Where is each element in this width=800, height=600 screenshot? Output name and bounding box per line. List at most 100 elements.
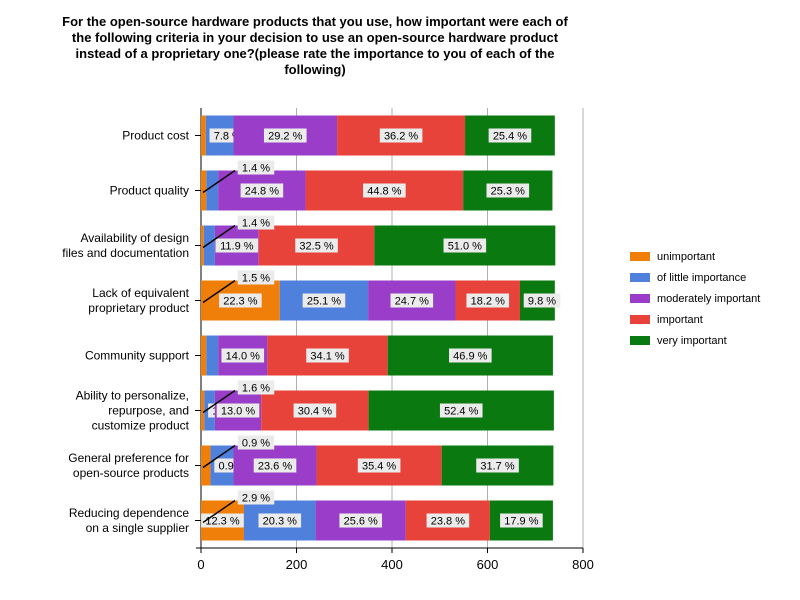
data-label-bg bbox=[500, 513, 543, 528]
data-label-bg bbox=[306, 348, 349, 363]
data-label: 23.6 % bbox=[258, 461, 292, 473]
data-label-bg bbox=[339, 513, 383, 528]
leader-label-bg bbox=[237, 270, 275, 285]
leader-line bbox=[202, 444, 236, 469]
data-label-bg bbox=[219, 293, 262, 308]
data-label: 22.3 % bbox=[223, 296, 257, 308]
data-label: 25.3 % bbox=[491, 186, 525, 198]
legend-swatch bbox=[630, 315, 650, 324]
category-label: Product quality bbox=[110, 184, 189, 198]
x-tick-label: 600 bbox=[477, 557, 499, 572]
data-label: 44.8 % bbox=[367, 186, 401, 198]
bar-segment bbox=[201, 225, 204, 266]
data-label-bg bbox=[466, 293, 510, 308]
data-label: 52.4 % bbox=[444, 406, 478, 418]
data-label: 9.8 % bbox=[528, 296, 556, 308]
leader-label: 1.4 % bbox=[242, 218, 270, 230]
x-tick-label: 0 bbox=[197, 557, 204, 572]
bar-segment bbox=[201, 390, 205, 431]
data-label-bg bbox=[379, 128, 423, 143]
data-label-bg bbox=[293, 403, 337, 418]
data-label-bg bbox=[426, 513, 470, 528]
data-label-bg bbox=[295, 238, 338, 253]
legend-item: important bbox=[630, 309, 760, 330]
data-label-bg bbox=[486, 183, 530, 198]
data-label-bg bbox=[258, 513, 302, 528]
category-label: open-source products bbox=[73, 466, 189, 480]
leader-line bbox=[202, 389, 236, 414]
data-label: 32.5 % bbox=[299, 241, 333, 253]
data-label-bg bbox=[476, 458, 519, 473]
category-label: files and documentation bbox=[62, 246, 189, 260]
data-label-bg bbox=[263, 128, 307, 143]
data-label-bg bbox=[363, 183, 406, 198]
category-label: Ability to personalize, bbox=[76, 389, 189, 403]
data-label: 25.6 % bbox=[344, 516, 378, 528]
legend-swatch bbox=[630, 294, 650, 303]
category-label: customize product bbox=[92, 419, 190, 433]
data-label: 46.9 % bbox=[453, 351, 487, 363]
bar-segment bbox=[206, 170, 219, 211]
leader-line bbox=[202, 224, 236, 249]
data-label-bg bbox=[357, 458, 401, 473]
data-label: 34.1 % bbox=[310, 351, 344, 363]
legend-label: moderately important bbox=[657, 292, 761, 305]
leader-label: 1.4 % bbox=[242, 163, 270, 175]
data-label-bg bbox=[523, 293, 561, 308]
legend-item: very important bbox=[630, 330, 760, 351]
category-label: Community support bbox=[85, 349, 190, 363]
leader-label-bg bbox=[237, 490, 275, 505]
x-tick-label: 200 bbox=[286, 557, 308, 572]
bar-segment bbox=[203, 225, 215, 266]
leader-line bbox=[202, 169, 236, 194]
data-label: 17.9 % bbox=[504, 516, 538, 528]
data-label: 25.1 % bbox=[307, 296, 341, 308]
category-label: on a single supplier bbox=[86, 521, 189, 535]
bar-segment bbox=[201, 170, 207, 211]
data-label: 51.0 % bbox=[448, 241, 482, 253]
data-label-bg bbox=[443, 238, 487, 253]
data-label: 18.2 % bbox=[471, 296, 505, 308]
data-label-bg bbox=[215, 238, 259, 253]
legend-label: very important bbox=[657, 334, 727, 347]
data-label: 35.4 % bbox=[362, 461, 396, 473]
data-label-bg bbox=[216, 403, 260, 418]
category-label: Lack of equivalent bbox=[92, 286, 189, 300]
category-label: General preference for bbox=[68, 451, 189, 465]
data-label: 25.4 % bbox=[493, 131, 527, 143]
x-tick-label: 800 bbox=[572, 557, 594, 572]
leader-label: 1.5 % bbox=[242, 273, 270, 285]
category-label: proprietary product bbox=[88, 301, 189, 315]
data-label: 14.0 % bbox=[226, 351, 260, 363]
legend-swatch bbox=[630, 273, 650, 282]
data-label: 13.0 % bbox=[221, 406, 255, 418]
data-label: 11.9 % bbox=[220, 241, 254, 253]
data-label-bg bbox=[488, 128, 532, 143]
leader-line bbox=[202, 499, 236, 524]
data-label-bg bbox=[449, 348, 492, 363]
legend-item: moderately important bbox=[630, 288, 760, 309]
legend-swatch bbox=[630, 336, 650, 345]
leader-label-bg bbox=[237, 435, 275, 450]
leader-label-bg bbox=[237, 380, 275, 395]
chart-title: For the open-source hardware products th… bbox=[62, 14, 568, 77]
bar-segment bbox=[206, 335, 219, 376]
data-label: 12.3 % bbox=[205, 516, 239, 528]
data-label-bg bbox=[439, 403, 483, 418]
legend-label: of little importance bbox=[657, 271, 747, 284]
legend-label: unimportant bbox=[657, 250, 716, 263]
leader-label-bg bbox=[237, 160, 275, 175]
leader-label: 0.9 % bbox=[242, 438, 270, 450]
data-label: 24.7 % bbox=[395, 296, 429, 308]
bar-segment bbox=[201, 335, 207, 376]
data-label-bg bbox=[253, 458, 297, 473]
data-label-bg bbox=[221, 348, 265, 363]
data-label: 24.8 % bbox=[245, 186, 279, 198]
category-label: repurpose, and bbox=[108, 404, 189, 418]
data-label-bg bbox=[302, 293, 346, 308]
data-label: 29.2 % bbox=[268, 131, 302, 143]
data-label-bg bbox=[240, 183, 284, 198]
legend-item: unimportant bbox=[630, 246, 760, 267]
chart-legend: unimportant of little importance moderatel… bbox=[630, 246, 760, 351]
